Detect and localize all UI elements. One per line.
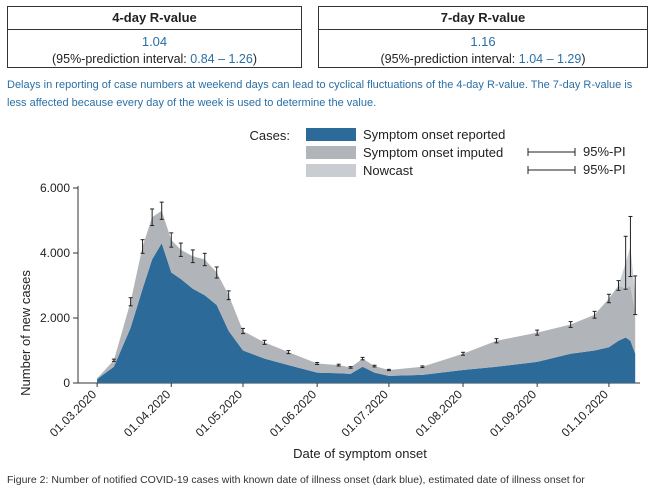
pi-prefix: (95%-prediction interval: <box>380 52 519 66</box>
figure-caption: Figure 2: Number of notified COVID-19 ca… <box>7 474 585 486</box>
x-tick-label: 01.10.2020 <box>559 387 612 440</box>
y-tick-label: 0 <box>63 376 70 390</box>
y-tick-label: 6.000 <box>40 181 70 195</box>
cases-chart: Cases: Symptom onset reported Symptom onse… <box>18 127 640 461</box>
legend: Cases: Symptom onset reported Symptom onse… <box>250 127 626 178</box>
r-value-4day-value: 1.04 <box>141 34 168 49</box>
pi-suffix: ) <box>252 52 257 66</box>
legend-pi-label: 95%-PI <box>583 162 626 177</box>
r-value-7day-box: 7-day R-value 1.16 (95%-prediction inter… <box>318 6 648 68</box>
r-value-4day-title: 4-day R-value <box>8 7 301 30</box>
legend-swatch <box>306 146 356 159</box>
area-symptom-onset-imputed <box>97 210 636 380</box>
pi-prefix: (95%-prediction interval: <box>52 52 191 66</box>
legend-label: Symptom onset reported <box>363 127 505 142</box>
plot-area: 0 2.000 4.000 6.000 01.03.2020 01.04.2020 01.0… <box>40 181 640 440</box>
x-tick-label: 01.09.2020 <box>487 387 540 440</box>
r-value-7day-value: 1.16 <box>470 34 496 49</box>
x-tick-label: 01.08.2020 <box>413 387 466 440</box>
r-value-4day-box: 4-day R-value 1.04 (95%-prediction inter… <box>7 6 302 68</box>
x-axis-label: Date of symptom onset <box>293 446 427 461</box>
legend-swatch <box>306 128 356 141</box>
x-tick-label: 01.04.2020 <box>121 387 174 440</box>
r-value-4day-interval: (95%-prediction interval: 0.84 – 1.26) <box>8 52 301 66</box>
x-tick-label: 01.05.2020 <box>193 387 246 440</box>
y-axis-label: Number of new cases <box>18 270 33 396</box>
legend-swatch <box>306 164 356 177</box>
weekend-delay-note: Delays in reporting of case numbers at w… <box>7 79 633 109</box>
x-tick-label: 01.07.2020 <box>339 387 392 440</box>
pi-range: 0.84 – 1.26 <box>190 52 253 66</box>
y-tick-label: 4.000 <box>40 246 70 260</box>
pi-range: 1.04 – 1.29 <box>518 52 582 66</box>
y-tick-label: 2.000 <box>40 311 70 325</box>
legend-pi-label: 95%-PI <box>583 144 626 159</box>
legend-title: Cases: <box>250 128 290 143</box>
x-tick-label: 01.06.2020 <box>267 387 320 440</box>
area-symptom-onset-reported <box>97 243 636 383</box>
r-value-7day-interval: (95%-prediction interval: 1.04 – 1.29) <box>319 52 647 66</box>
x-tick-label: 01.03.2020 <box>47 387 100 440</box>
r-value-7day-title: 7-day R-value <box>319 7 647 30</box>
legend-label: Symptom onset imputed <box>363 145 503 160</box>
pi-suffix: ) <box>581 52 586 66</box>
legend-label: Nowcast <box>363 163 413 178</box>
